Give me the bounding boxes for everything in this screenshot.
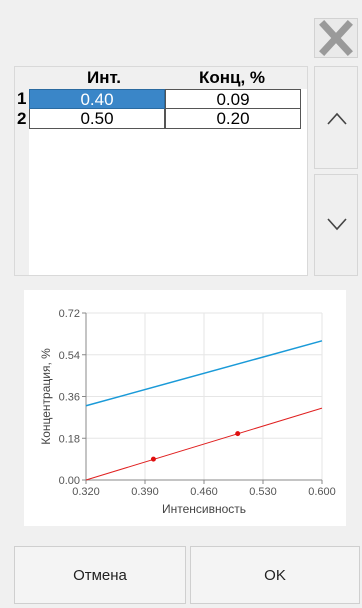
y-tick-label: 0.18 bbox=[59, 433, 80, 445]
column-header-concentration[interactable]: Конц, % bbox=[198, 68, 266, 87]
chevron-up-icon bbox=[327, 112, 347, 125]
x-axis-label: Интенсивность bbox=[162, 502, 246, 516]
cell-concentration[interactable]: 0.09 bbox=[165, 89, 301, 109]
close-button[interactable] bbox=[314, 18, 358, 58]
data-point bbox=[150, 456, 156, 462]
row-index: 2 bbox=[17, 109, 27, 128]
reference-line bbox=[85, 340, 323, 407]
calibration-chart: 0.320 0.390 0.460 0.530 0.600 0.00 0.18 0.36 0.5… bbox=[24, 290, 346, 526]
scroll-up-button[interactable] bbox=[314, 66, 358, 169]
y-tick-label: 0.72 bbox=[59, 308, 80, 320]
y-axis-label: Концентрация, % bbox=[39, 348, 53, 445]
y-tick-label: 0.36 bbox=[59, 392, 80, 404]
cancel-button[interactable]: Отмена bbox=[14, 546, 186, 604]
y-tick-label: 0.00 bbox=[59, 475, 80, 487]
close-icon bbox=[319, 20, 353, 56]
calibration-fit-line bbox=[85, 407, 323, 481]
ok-button[interactable]: OK bbox=[190, 546, 360, 604]
calibration-table: Инт. Конц, % 1 0.40 0.09 2 0.50 0.20 bbox=[14, 66, 308, 276]
cell-intensity[interactable]: 0.50 bbox=[29, 109, 165, 129]
data-point bbox=[235, 431, 241, 437]
chevron-down-icon bbox=[327, 218, 347, 231]
cell-concentration[interactable]: 0.20 bbox=[165, 109, 301, 129]
column-header-intensity[interactable]: Инт. bbox=[86, 68, 122, 87]
x-tick-label: 0.600 bbox=[308, 486, 336, 498]
scroll-down-button[interactable] bbox=[314, 174, 358, 276]
row-header-column bbox=[15, 67, 29, 275]
cell-intensity-selected[interactable]: 0.40 bbox=[29, 89, 165, 109]
row-index: 1 bbox=[17, 89, 27, 108]
x-tick-label: 0.320 bbox=[72, 486, 100, 498]
x-tick-label: 0.530 bbox=[249, 486, 277, 498]
table-header bbox=[15, 67, 307, 89]
x-tick-label: 0.460 bbox=[190, 486, 218, 498]
y-tick-label: 0.54 bbox=[59, 350, 80, 362]
x-tick-label: 0.390 bbox=[131, 486, 159, 498]
chart-svg: 0.320 0.390 0.460 0.530 0.600 0.00 0.18 0.36 0.5… bbox=[39, 308, 336, 516]
